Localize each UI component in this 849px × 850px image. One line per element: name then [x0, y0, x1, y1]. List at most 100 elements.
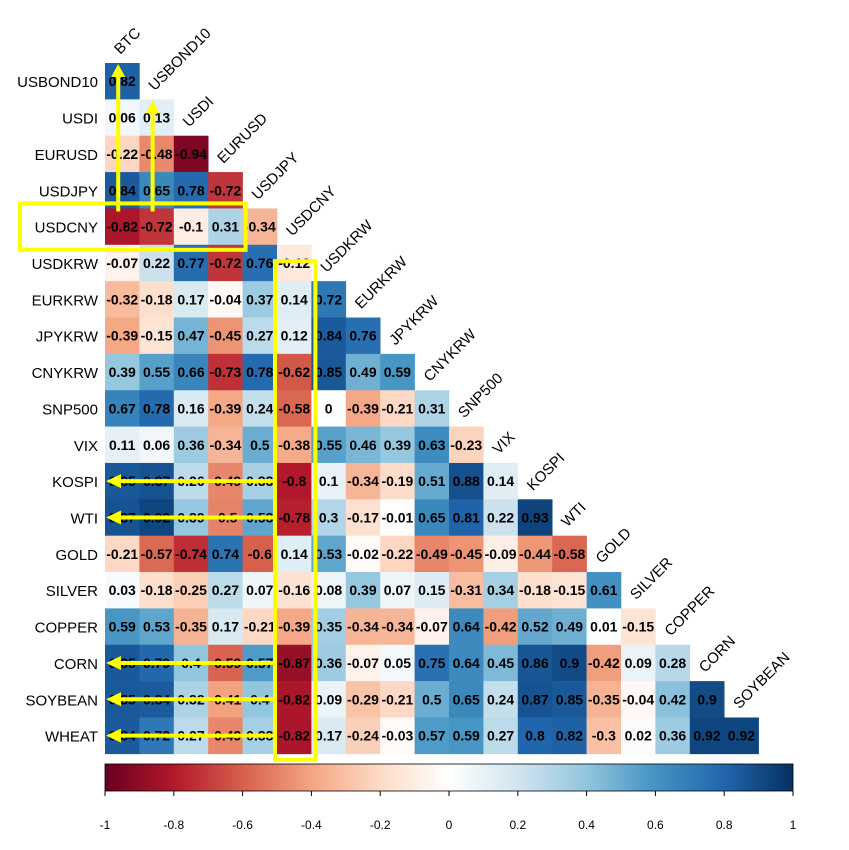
cell-value-gold-vix: -0.09: [485, 546, 517, 562]
heatmap-cell-gold-btc: [105, 535, 140, 573]
cell-value-eurkrw-eurusd: -0.04: [209, 291, 241, 307]
column-label-cnykrw: CNYKRW: [421, 326, 481, 386]
heatmap-cell-corn-copper: [655, 644, 691, 682]
cell-value-wti-usdkrw: 0.3: [319, 510, 339, 526]
heatmap-cell-wheat-jpykrw: [380, 717, 415, 755]
heatmap-cell-gold-jpykrw: [380, 535, 415, 573]
heatmap-cell-gold-snp500: [449, 535, 484, 573]
cell-value-corn-usdcny: -0.87: [278, 655, 310, 671]
heatmap-cell-vix-eurusd: [208, 426, 243, 464]
heatmap-cell-soybean-gold: [586, 681, 622, 718]
cell-value-vix-eurusd: -0.34: [209, 437, 241, 453]
cell-value-gold-usdcny: 0.14: [281, 546, 308, 562]
heatmap-cell-corn-kospi: [517, 644, 553, 682]
cell-value-usdjpy-eurusd: -0.72: [209, 182, 241, 198]
cell-value-usdcny-btc: -0.82: [106, 219, 138, 235]
heatmap-cell-wheat-vix: [483, 717, 519, 755]
heatmap-cell-jpykrw-eurusd: [208, 317, 243, 355]
cell-value-wti-kospi: 0.93: [521, 510, 548, 526]
column-label-corn: CORN: [696, 633, 739, 676]
heatmap-cell-corn-usdcny: [277, 644, 312, 682]
heatmap-cell-soybean-silver: [621, 681, 656, 718]
colorbar-tick-label: 1: [790, 818, 797, 832]
column-label-eurkrw: EURKRW: [352, 253, 412, 313]
heatmap-cell-usdcny-btc: [105, 208, 140, 246]
heatmap-cell-kospi-jpykrw: [380, 462, 415, 500]
column-label-silver: SILVER: [627, 554, 676, 603]
cell-value-usdkrw-btc: -0.07: [106, 255, 138, 271]
cell-value-gold-eurusd: 0.74: [212, 546, 239, 562]
cell-value-jpykrw-usdi: 0.47: [177, 328, 204, 344]
heatmap-cell-vix-usdcny: [277, 426, 312, 464]
heatmap-cell-snp500-usdi: [173, 390, 209, 427]
row-label-wti: WTI: [71, 511, 99, 528]
cell-value-soybean-usdkrw: 0.09: [315, 691, 342, 707]
cell-value-cnykrw-usdjpy: 0.78: [246, 364, 273, 380]
cell-value-copper-eurkrw: -0.34: [347, 619, 379, 635]
cell-value-silver-vix: 0.34: [487, 582, 514, 598]
cell-value-snp500-jpykrw: -0.21: [381, 400, 413, 416]
heatmap-cell-wheat-soybean: [724, 717, 759, 755]
heatmap-cell-silver-eurkrw: [345, 572, 381, 609]
column-label-soybean: SOYBEAN: [730, 649, 793, 712]
heatmap-cell-corn-gold: [586, 644, 622, 682]
cell-value-corn-copper: 0.28: [659, 655, 686, 671]
heatmap-cell-jpykrw-usdcny: [277, 317, 312, 355]
heatmap-cell-cnykrw-usdcny: [277, 353, 312, 391]
heatmap-cell-labels: 0.820.06 0.13-0.22 -0.48 -0.940.84 0.65 0.78-…: [106, 73, 755, 743]
cell-value-gold-eurkrw: -0.02: [347, 546, 379, 562]
heatmap-cell-eurkrw-btc: [105, 281, 140, 318]
heatmap-cell-corn-silver: [621, 644, 656, 682]
heatmap-cell-copper-usbond10: [139, 608, 175, 646]
cell-value-usdcny-usbond10: -0.72: [141, 219, 173, 235]
cell-value-copper-cnykrw: -0.07: [416, 619, 448, 635]
heatmap-cell-copper-kospi: [517, 608, 553, 646]
heatmap-cell-snp500-eurkrw: [345, 390, 381, 427]
cell-value-corn-silver: 0.09: [625, 655, 652, 671]
heatmap-cell-usdi-usbond10: [139, 99, 175, 137]
row-label-eurkrw: EURKRW: [32, 292, 99, 309]
cell-value-silver-eurusd: 0.27: [212, 582, 239, 598]
heatmap-cell-silver-kospi: [517, 572, 553, 609]
heatmap-cell-corn-vix: [483, 644, 519, 682]
cell-value-jpykrw-btc: -0.39: [106, 328, 138, 344]
heatmap-cell-gold-wti: [552, 535, 587, 573]
heatmap-cell-cnykrw-eurkrw: [345, 353, 381, 391]
heatmap-cell-gold-kospi: [517, 535, 553, 573]
cell-value-kospi-eurkrw: -0.34: [347, 473, 379, 489]
heatmap-cell-copper-snp500: [449, 608, 484, 646]
heatmap-cell-snp500-eurusd: [208, 390, 243, 427]
heatmap-cell-wheat-usdcny: [277, 717, 312, 755]
heatmap-cell-cnykrw-btc: [105, 353, 140, 391]
heatmap-cell-usdcny-usdjpy: [242, 208, 278, 246]
column-label-vix: VIX: [489, 429, 518, 458]
cell-value-cnykrw-jpykrw: 0.59: [384, 364, 411, 380]
cell-value-silver-btc: 0.03: [109, 582, 136, 598]
cell-value-usdkrw-eurusd: -0.72: [209, 255, 241, 271]
cell-value-jpykrw-usdcny: 0.12: [281, 328, 308, 344]
highlight-column-usdcny: [273, 259, 318, 762]
cell-value-soybean-corn: 0.9: [697, 691, 717, 707]
heatmap-cell-soybean-wti: [552, 681, 587, 718]
cell-value-corn-vix: 0.45: [487, 655, 514, 671]
heatmap-cell-copper-silver: [621, 608, 656, 646]
cell-value-vix-cnykrw: 0.63: [418, 437, 445, 453]
cell-value-snp500-usdi: 0.16: [177, 400, 204, 416]
cell-value-copper-vix: -0.42: [485, 619, 517, 635]
column-label-snp500: SNP500: [455, 370, 507, 422]
heatmap-cell-soybean-snp500: [449, 681, 484, 718]
heatmap-cell-kospi-snp500: [449, 462, 484, 500]
cell-value-vix-btc: 0.11: [109, 437, 136, 453]
cell-value-eurkrw-usdkrw: 0.72: [315, 291, 342, 307]
heatmap-cell-cnykrw-usbond10: [139, 353, 175, 391]
cell-value-vix-snp500: -0.23: [450, 437, 482, 453]
column-label-usdkrw: USDKRW: [317, 216, 377, 276]
colorbar-tick-label: 0.6: [647, 818, 664, 832]
heatmap-cell-eurusd-btc: [105, 135, 140, 173]
colorbar-tick-label: -0.4: [301, 818, 322, 832]
cell-value-snp500-btc: 0.67: [109, 400, 136, 416]
cell-value-jpykrw-usdkrw: 0.84: [315, 328, 342, 344]
heatmap-cell-eurkrw-eurusd: [208, 281, 243, 318]
heatmap-cell-gold-usdcny: [277, 535, 312, 573]
heatmap-cell-vix-usdjpy: [242, 426, 278, 464]
